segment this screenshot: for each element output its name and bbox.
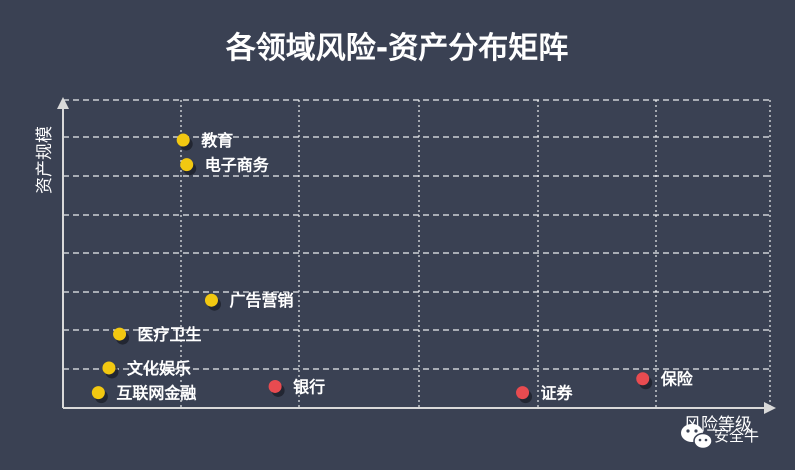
watermark: 安全牛 bbox=[681, 424, 759, 450]
data-point-marker bbox=[204, 293, 218, 307]
y-axis-label: 资产规模 bbox=[35, 126, 55, 194]
data-point-label: 医疗卫生 bbox=[138, 325, 202, 344]
data-point-marker bbox=[91, 386, 105, 400]
data-point-8: 保险 bbox=[636, 370, 694, 390]
data-point-7: 证券 bbox=[516, 384, 574, 404]
axes bbox=[57, 97, 776, 414]
data-point-marker bbox=[180, 158, 194, 172]
data-point-label: 证券 bbox=[541, 384, 574, 403]
data-point-marker bbox=[636, 372, 650, 386]
data-point-marker bbox=[516, 386, 530, 400]
data-point-label: 广告营销 bbox=[229, 291, 293, 310]
data-point-marker bbox=[268, 379, 282, 393]
data-point-2: 广告营销 bbox=[204, 291, 293, 311]
data-point-6: 银行 bbox=[268, 377, 325, 397]
x-axis-arrow-icon bbox=[764, 402, 776, 414]
data-point-label: 互联网金融 bbox=[116, 384, 196, 403]
data-point-4: 文化娱乐 bbox=[102, 359, 191, 379]
data-point-marker bbox=[113, 327, 127, 341]
data-point-label: 教育 bbox=[201, 131, 233, 150]
data-point-label: 文化娱乐 bbox=[127, 359, 191, 378]
data-point-marker bbox=[102, 361, 116, 375]
wechat-icon bbox=[681, 424, 713, 450]
data-point-3: 医疗卫生 bbox=[113, 325, 202, 345]
data-point-label: 保险 bbox=[660, 370, 694, 389]
watermark-text: 安全牛 bbox=[714, 427, 759, 445]
data-point-1: 电子商务 bbox=[180, 156, 270, 176]
grid bbox=[63, 99, 771, 408]
data-point-label: 银行 bbox=[293, 377, 325, 396]
data-point-label: 电子商务 bbox=[205, 156, 270, 175]
data-point-0: 教育 bbox=[176, 131, 233, 151]
data-point-marker bbox=[176, 133, 190, 147]
y-axis-arrow-icon bbox=[57, 97, 69, 109]
chart-title: 各领域风险-资产分布矩阵 bbox=[225, 31, 568, 66]
data-point-5: 互联网金融 bbox=[91, 384, 196, 404]
